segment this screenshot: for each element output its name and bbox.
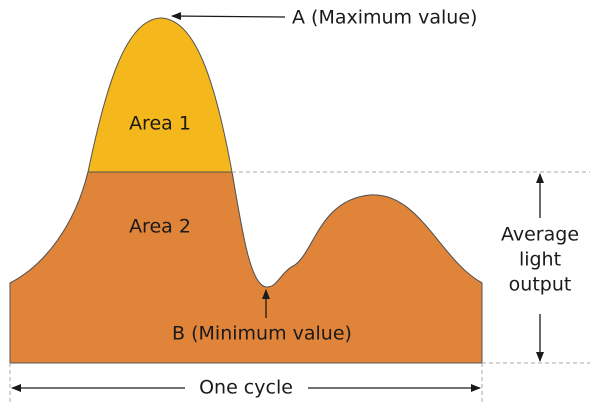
cycle-label: One cycle: [199, 377, 293, 399]
area-1-label: Area 1: [129, 113, 191, 135]
average-label-line: light: [519, 249, 561, 271]
area-2: [9, 172, 483, 364]
area-2-label: Area 2: [129, 216, 191, 238]
average-label-line: Average: [501, 224, 579, 246]
average-label-line: output: [509, 274, 572, 296]
max-label: A (Maximum value): [292, 7, 477, 29]
max-arrow: [171, 12, 286, 21]
min-label: B (Minimum value): [172, 323, 352, 345]
